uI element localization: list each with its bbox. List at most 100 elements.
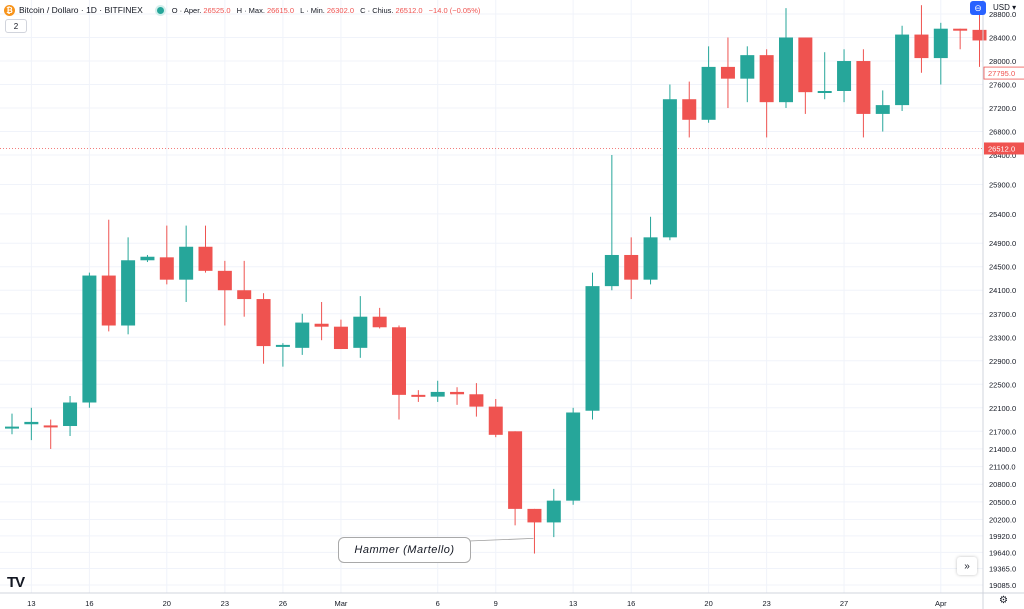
candle — [430, 380, 445, 402]
time-tick-label: 27 — [840, 599, 848, 608]
indicator-count-badge[interactable]: 2 — [5, 19, 27, 33]
candle — [508, 431, 523, 526]
price-tick-label: 19640.0 — [989, 548, 1016, 557]
candle-body — [372, 316, 387, 328]
candle — [121, 237, 136, 335]
price-tags: 27795.0 26512.0 — [983, 66, 1024, 155]
open-label: O · Aper. — [171, 5, 202, 15]
candle — [875, 90, 890, 132]
candle-body — [508, 431, 523, 509]
candle — [198, 225, 213, 273]
tradingview-logo: TV — [7, 574, 25, 591]
candle — [720, 37, 735, 109]
candle — [701, 46, 716, 123]
price-tick-label: 27600.0 — [989, 81, 1016, 90]
bitcoin-icon: ₿ — [4, 4, 15, 16]
price-tick-label: 20200.0 — [989, 515, 1016, 524]
candle — [217, 260, 232, 326]
symbol-title[interactable]: Bitcoin / Dollaro · 1D · BITFINEX — [19, 5, 143, 15]
price-tick-label: 28400.0 — [989, 34, 1016, 43]
candle — [24, 407, 39, 441]
candle-body — [662, 99, 677, 238]
candle-body — [333, 326, 348, 350]
candle-body — [914, 34, 929, 59]
candle — [256, 293, 271, 364]
candle — [392, 325, 406, 420]
candle-body — [604, 254, 619, 287]
currency-selector[interactable]: USD ▾ — [993, 3, 1017, 12]
candle — [779, 8, 793, 109]
time-tick-label: 26 — [279, 599, 287, 608]
candle-body — [701, 66, 716, 120]
alert-icon: ⊖ — [974, 2, 982, 13]
candle-body — [121, 260, 136, 326]
candle-body — [837, 61, 852, 91]
candle — [411, 390, 426, 402]
time-tick-label: 13 — [569, 599, 577, 608]
candle — [488, 398, 503, 438]
candle — [237, 260, 252, 317]
scroll-to-realtime-button[interactable]: » — [957, 557, 977, 575]
candle-body — [82, 275, 97, 403]
chart-header: ₿ Bitcoin / Dollaro · 1D · BITFINEX O · … — [4, 3, 484, 17]
price-tick-label: 28000.0 — [989, 57, 1016, 66]
candle — [566, 407, 581, 505]
low-label: L · Min. — [300, 5, 325, 15]
candle-body — [43, 425, 58, 428]
market-status-icon — [156, 6, 164, 14]
hammer-annotation[interactable]: Hammer (Martello) — [338, 537, 471, 563]
candle-body — [875, 105, 890, 114]
annotation-leader-line — [468, 537, 534, 542]
candle — [837, 49, 852, 103]
candle — [856, 49, 871, 138]
candle-body — [314, 323, 329, 327]
candle-body — [895, 34, 910, 106]
time-tick-label: Apr — [935, 599, 947, 608]
candle-body — [779, 37, 793, 103]
candle-body — [720, 66, 735, 79]
crosshair-price-tag — [983, 66, 1024, 80]
last-price-tag — [984, 142, 1024, 155]
candle — [624, 237, 639, 300]
price-tick-label: 26800.0 — [989, 128, 1016, 137]
candle — [740, 46, 755, 103]
low-value: 26302.0 — [326, 5, 355, 15]
candle-body — [353, 316, 368, 348]
candle-body — [624, 254, 639, 280]
price-tick-label: 26400.0 — [989, 151, 1016, 160]
candle-body — [24, 421, 39, 425]
price-tick-label: 23300.0 — [989, 333, 1016, 342]
candle-body — [740, 55, 755, 79]
candle — [604, 155, 619, 291]
candle-body — [179, 246, 194, 280]
price-tick-label: 21700.0 — [989, 427, 1016, 436]
candle-body — [217, 270, 232, 291]
candle — [895, 25, 910, 111]
alert-button[interactable]: ⊖ — [970, 1, 986, 15]
time-tick-label: Mar — [334, 599, 347, 608]
candle-body — [469, 394, 484, 407]
price-tick-label: 27200.0 — [989, 104, 1016, 113]
candle — [314, 301, 329, 341]
price-tick-label: 25900.0 — [989, 180, 1016, 189]
candle — [817, 52, 832, 100]
price-tick-label: 28800.0 — [989, 10, 1016, 19]
candle — [275, 343, 290, 367]
high-label: H · Max. — [236, 5, 265, 15]
candle — [759, 49, 774, 138]
candle — [662, 84, 677, 241]
grid-lines — [0, 0, 983, 593]
candle-body — [430, 391, 445, 397]
close-label: C · Chius. — [360, 5, 394, 15]
time-tick-label: 20 — [163, 599, 171, 608]
price-tick-label: 19085.0 — [989, 581, 1016, 590]
candle-body — [237, 290, 252, 300]
price-axis-labels: 19085.0 19365.0 19640.0 19920.0 20200.0 20500… — [989, 10, 1016, 590]
candle — [82, 272, 97, 408]
candle-body — [63, 402, 78, 427]
candle-body — [198, 246, 213, 271]
settings-gear-icon[interactable]: ⚙ — [999, 595, 1008, 606]
time-tick-label: 16 — [85, 599, 93, 608]
change-value: −14.0 (−0.05%) — [428, 5, 481, 15]
